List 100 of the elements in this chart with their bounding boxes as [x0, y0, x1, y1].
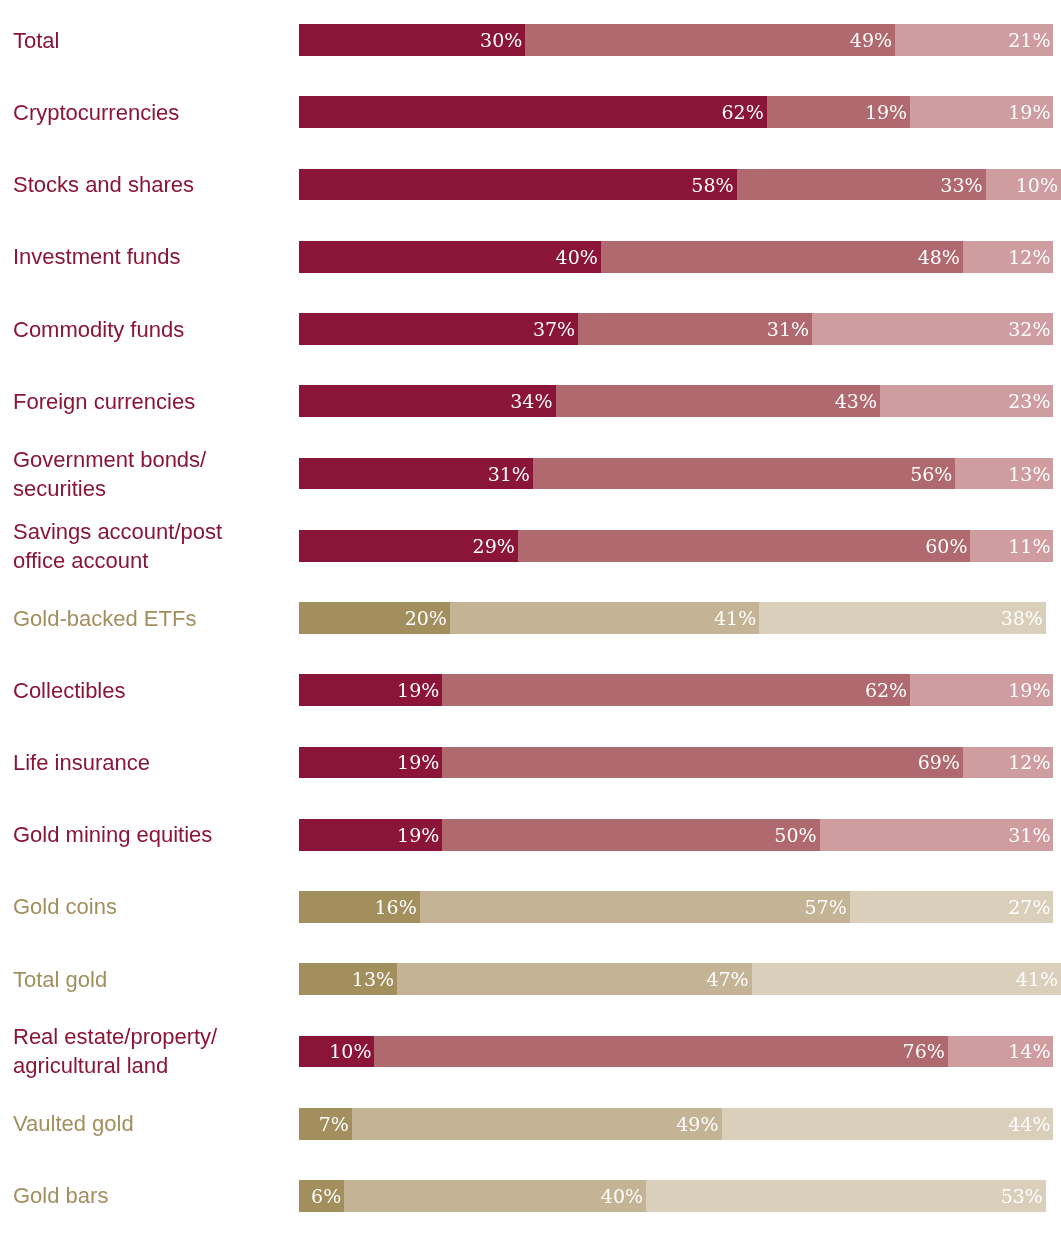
- bar: [374, 1035, 948, 1068]
- bar: [299, 313, 579, 345]
- data-label: 29%: [472, 534, 515, 557]
- y-tick-label: Savings account/post office account: [13, 519, 223, 573]
- data-label: 13%: [351, 968, 395, 991]
- bar: [879, 385, 1054, 418]
- y-tick-label: Total: [13, 28, 60, 53]
- bar: [442, 674, 911, 707]
- data-label: 41%: [1015, 968, 1058, 991]
- y-tick-label: Gold-backed ETFs: [13, 606, 197, 631]
- bar: [578, 313, 813, 345]
- data-label: 40%: [555, 245, 598, 268]
- bar: [351, 1107, 722, 1140]
- data-label: 13%: [1008, 462, 1051, 485]
- data-label: 23%: [1008, 390, 1051, 413]
- data-label: 12%: [1008, 245, 1051, 268]
- bar: [449, 602, 760, 634]
- bar: [555, 385, 880, 418]
- data-label: 47%: [706, 968, 749, 991]
- data-label: 69%: [917, 751, 960, 774]
- bar: [759, 602, 1046, 634]
- bar: [962, 240, 1054, 273]
- y-tick-label: Stocks and shares: [13, 172, 194, 197]
- y-tick-label: Life insurance: [13, 750, 150, 775]
- bar: [751, 963, 1061, 996]
- bar: [344, 1179, 647, 1212]
- data-label: 6%: [311, 1184, 342, 1207]
- y-tick-label: Commodity funds: [13, 317, 185, 342]
- bar: [532, 457, 956, 490]
- bar: [525, 24, 896, 57]
- y-tick-label: Total gold: [13, 967, 108, 992]
- data-label: 62%: [864, 679, 908, 702]
- y-tick-label: Investment funds: [13, 244, 181, 269]
- data-label: 14%: [1008, 1040, 1051, 1063]
- data-label: 48%: [917, 245, 960, 268]
- data-label: 19%: [397, 751, 440, 774]
- bar: [299, 602, 450, 634]
- data-label: 49%: [676, 1112, 719, 1135]
- data-label: 30%: [480, 29, 523, 52]
- data-label: 56%: [910, 462, 953, 485]
- y-tick-label: Gold coins: [13, 894, 117, 919]
- data-label: 32%: [1008, 318, 1051, 341]
- bar: [442, 746, 963, 779]
- y-tick-label: Vaulted gold: [13, 1111, 134, 1136]
- bar: [517, 529, 971, 562]
- data-label: 43%: [834, 390, 877, 413]
- y-tick-label: Cryptocurrencies: [13, 100, 180, 125]
- bar: [910, 96, 1054, 129]
- data-label: 19%: [1008, 101, 1051, 124]
- y-tick-label: Government bonds/ securities: [13, 447, 208, 501]
- data-label: 41%: [713, 607, 757, 629]
- bar: [299, 457, 533, 490]
- bar: [299, 168, 737, 201]
- data-label: 37%: [532, 318, 576, 341]
- bar: [812, 313, 1054, 345]
- data-label: 62%: [721, 101, 764, 124]
- data-label: 16%: [374, 895, 417, 918]
- bar: [442, 818, 820, 851]
- y-tick-label: Gold mining equities: [13, 822, 213, 847]
- bar: [299, 818, 443, 851]
- y-tick-label: Foreign currencies: [13, 389, 196, 414]
- y-tick-label: Real estate/property/ agricultural land: [13, 1024, 219, 1078]
- data-label: 44%: [1008, 1112, 1051, 1135]
- data-label: 19%: [864, 101, 908, 124]
- data-label: 60%: [925, 534, 968, 557]
- bar: [600, 240, 963, 273]
- data-label: 50%: [774, 823, 817, 846]
- bar: [397, 963, 752, 996]
- bar: [419, 891, 850, 923]
- bar: [736, 168, 986, 201]
- data-label: 34%: [510, 390, 553, 413]
- bar: [849, 891, 1054, 923]
- data-label: 49%: [849, 29, 893, 52]
- bar: [819, 818, 1054, 851]
- bar: [766, 96, 911, 129]
- bar: [299, 24, 526, 57]
- bar: [970, 529, 1054, 562]
- bar: [299, 529, 518, 562]
- y-tick-label: Gold bars: [13, 1183, 109, 1208]
- bar: [895, 24, 1054, 57]
- data-label: 31%: [1008, 823, 1051, 846]
- data-label: 7%: [318, 1112, 349, 1135]
- data-label: 19%: [397, 679, 440, 702]
- data-label: 76%: [902, 1040, 945, 1063]
- bar: [947, 1035, 1054, 1068]
- data-label: 38%: [1000, 607, 1043, 629]
- data-label: 58%: [691, 173, 734, 196]
- data-label: 57%: [804, 895, 847, 918]
- bar: [910, 674, 1054, 707]
- data-label: 31%: [766, 318, 810, 341]
- data-label: 20%: [404, 607, 447, 629]
- bar: [299, 963, 398, 996]
- data-label: 10%: [329, 1040, 372, 1063]
- bar: [299, 674, 443, 707]
- data-label: 21%: [1008, 29, 1051, 52]
- data-label: 19%: [1008, 679, 1051, 702]
- bar: [299, 746, 443, 779]
- data-label: 12%: [1008, 751, 1051, 774]
- bar: [299, 891, 420, 923]
- bar: [299, 1107, 352, 1140]
